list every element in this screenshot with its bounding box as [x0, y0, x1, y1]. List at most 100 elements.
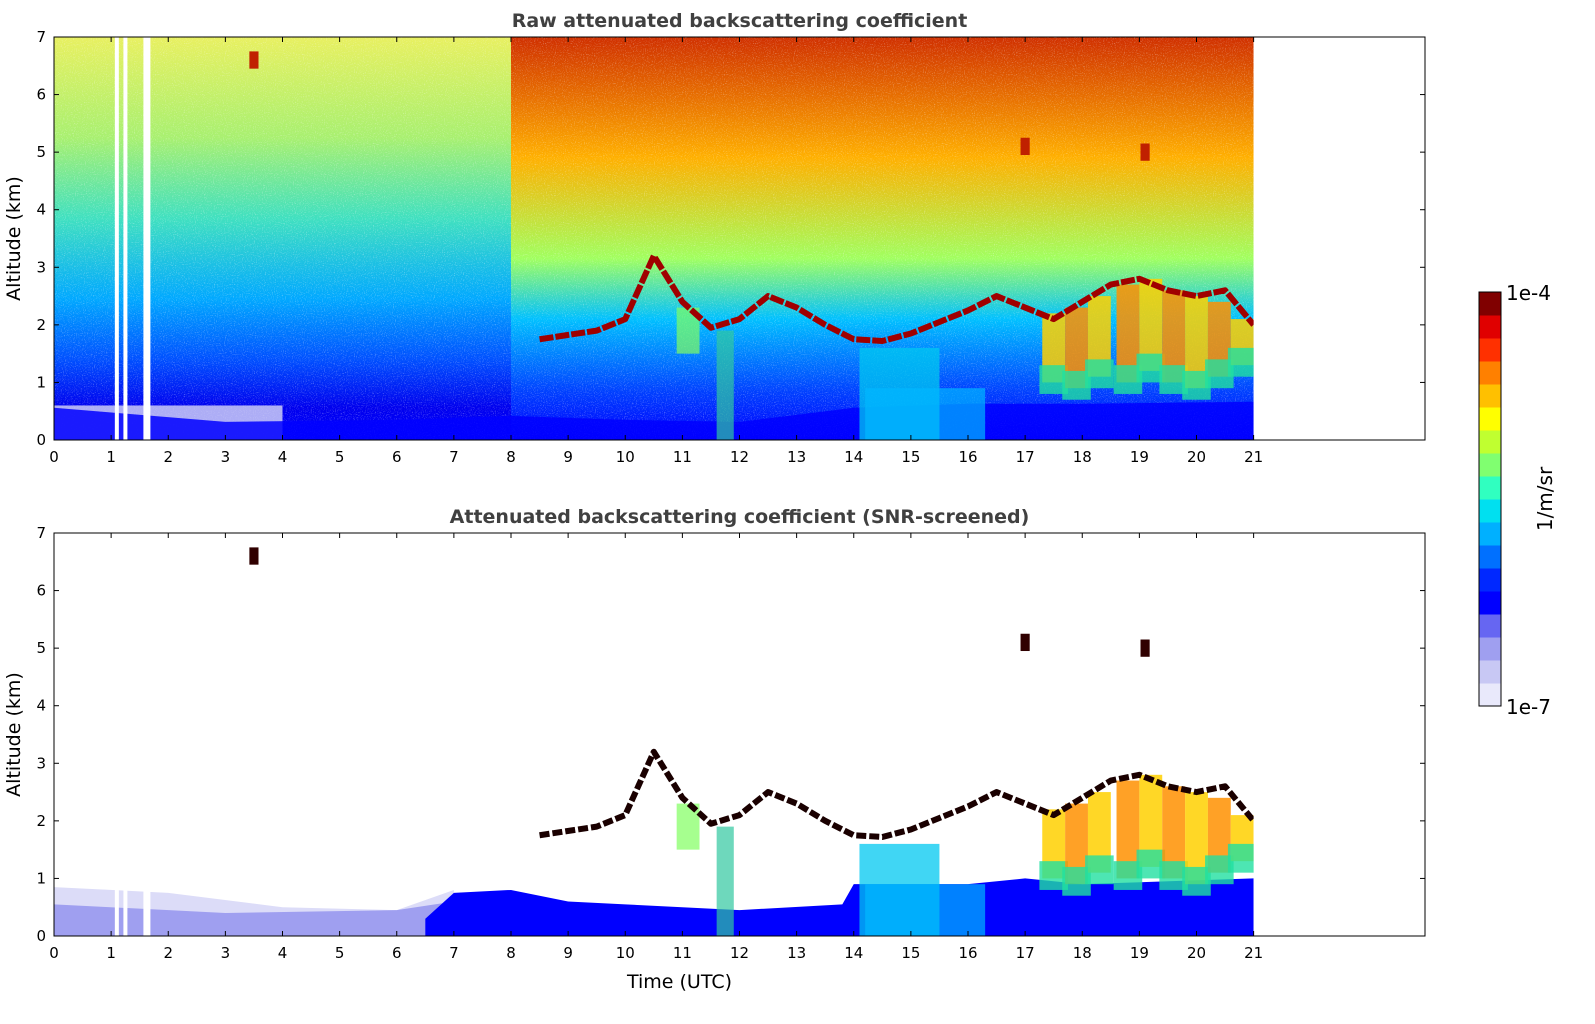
x-tick-label: 8 [506, 448, 516, 466]
colorbar-min-label: 1e-7 [1506, 695, 1551, 719]
virga-streak [1087, 792, 1111, 873]
x-tick-label: 17 [1016, 944, 1035, 962]
colorbar-swatch [1479, 361, 1501, 385]
colorbar-swatch [1479, 292, 1501, 316]
x-tick-label: 16 [958, 944, 977, 962]
x-tick-label: 0 [49, 448, 59, 466]
y-tick-label: 2 [36, 812, 46, 830]
panel-screened: 0 1 2 3 4 5 6 7 8 9 10 11 12 13 14 15 16 17 18 19 20 21012345… [3, 506, 1426, 993]
y-tick-label: 3 [36, 754, 46, 772]
x-tick-label: 19 [1130, 448, 1149, 466]
x-tick-label: 3 [221, 944, 231, 962]
y-tick-label: 5 [36, 639, 46, 657]
virga-streak [1116, 284, 1140, 383]
colorbar-swatch [1479, 476, 1501, 500]
x-tick-label: 10 [616, 448, 635, 466]
drizzle-shaft [716, 330, 734, 440]
data-dropout [143, 37, 151, 440]
cloud-fringe [676, 307, 700, 354]
x-tick-label: 1 [106, 448, 116, 466]
x-tick-label: 18 [1073, 448, 1092, 466]
aerosol-plume-low [865, 388, 986, 440]
y-axis-label: Altitude (km) [3, 672, 25, 797]
x-tick-label: 3 [221, 448, 231, 466]
x-tick-label: 19 [1130, 944, 1149, 962]
x-tick-label: 11 [673, 944, 692, 962]
data-dropout [114, 37, 119, 440]
colorbar-swatch [1479, 499, 1501, 523]
colorbar-unit-label: 1/m/sr [1533, 466, 1557, 531]
colorbar-swatch [1479, 637, 1501, 661]
x-tick-label: 10 [616, 944, 635, 962]
y-tick-label: 2 [36, 316, 46, 334]
colorbar-scale [1479, 292, 1501, 707]
y-tick-label: 1 [36, 869, 46, 887]
x-tick-label: 2 [163, 448, 173, 466]
x-tick-label: 0 [49, 944, 59, 962]
data-dropout [143, 533, 151, 936]
data-dropout [123, 37, 128, 440]
elevated-cloud [249, 51, 259, 69]
virga-base [1227, 347, 1254, 377]
virga-streak [1162, 290, 1186, 383]
virga-streak [1207, 301, 1231, 377]
cloud-base-layer [539, 748, 1254, 840]
virga-base [1085, 359, 1114, 389]
elevated-cloud [1020, 633, 1030, 652]
cloud-fringe [676, 803, 700, 850]
colorbar-swatch [1479, 568, 1501, 592]
y-tick-label: 5 [36, 143, 46, 161]
virga-streak [1162, 786, 1186, 879]
x-tick-label: 12 [730, 448, 749, 466]
surface-layer-mid [54, 901, 454, 936]
colorbar-frame [1478, 291, 1502, 707]
y-tick-label: 1 [36, 373, 46, 391]
virga-streak [1139, 278, 1163, 371]
colorbar-swatch [1479, 545, 1501, 569]
x-tick-label: 14 [844, 448, 863, 466]
y-tick-label: 6 [36, 582, 46, 600]
x-tick-label: 17 [1016, 448, 1035, 466]
colorbar-swatch [1479, 407, 1501, 431]
x-tick-label: 13 [787, 448, 806, 466]
colorbar-swatch [1479, 453, 1501, 477]
y-tick-label: 4 [36, 697, 46, 715]
x-tick-label: 14 [844, 944, 863, 962]
elevated-cloud [249, 547, 259, 565]
x-tick-label: 16 [958, 448, 977, 466]
x-tick-label: 7 [449, 944, 459, 962]
x-axis-label: Time (UTC) [626, 971, 732, 993]
colorbar-swatch [1479, 683, 1501, 707]
colorbar-swatch [1479, 660, 1501, 684]
panel-raw: 0 1 2 3 4 5 6 7 8 9 10 11 12 13 14 15 16 17 18 19 20 21012345… [3, 10, 1426, 466]
x-tick-label: 5 [335, 448, 345, 466]
virga-streak [1087, 296, 1111, 377]
backscatter-field [54, 37, 1254, 440]
chart-title: Raw attenuated backscattering coefficien… [512, 10, 968, 32]
virga-streak [1116, 780, 1140, 879]
colorbar-swatch [1479, 338, 1501, 362]
virga-streak [1065, 803, 1088, 885]
y-tick-label: 7 [36, 524, 46, 542]
y-tick-label: 0 [36, 927, 46, 945]
x-tick-label: 2 [163, 944, 173, 962]
x-tick-label: 1 [106, 944, 116, 962]
virga-base [1227, 843, 1254, 873]
x-tick-label: 9 [563, 944, 573, 962]
colorbar-swatch [1479, 522, 1501, 546]
virga-streak [1207, 797, 1231, 873]
elevated-cloud [1140, 143, 1150, 161]
colorbar-swatch [1479, 430, 1501, 454]
drizzle-shaft [716, 826, 734, 936]
x-tick-label: 9 [563, 448, 573, 466]
backscatter-field [54, 533, 1254, 936]
colorbar-max-label: 1e-4 [1506, 281, 1551, 305]
x-tick-label: 7 [449, 448, 459, 466]
virga-streak [1065, 307, 1088, 389]
virga-base [1085, 855, 1114, 885]
colorbar-swatch [1479, 315, 1501, 339]
x-tick-label: 20 [1187, 944, 1206, 962]
y-tick-label: 0 [36, 431, 46, 449]
